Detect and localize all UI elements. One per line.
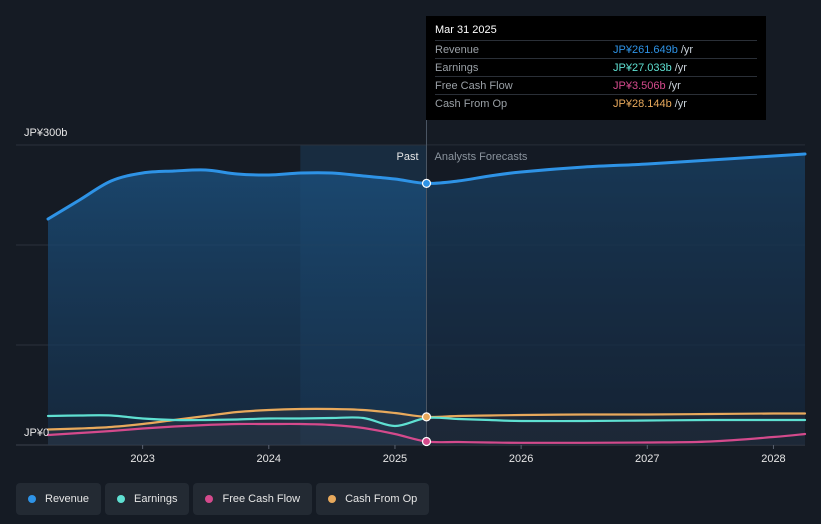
x-tick-label: 2028: [761, 453, 785, 465]
tooltip-row: Revenue JP¥261.649b/yr: [435, 40, 757, 58]
tooltip: Mar 31 2025 Revenue JP¥261.649b/yr Earning…: [426, 16, 766, 120]
tooltip-row-label: Earnings: [435, 61, 479, 74]
marker-layer: [421, 178, 432, 447]
past-label: Past: [396, 151, 418, 163]
tooltip-row-label: Cash From Op: [435, 97, 508, 110]
legend-dot-icon: [205, 495, 214, 503]
revenue-marker: [421, 178, 432, 188]
tooltip-row-unit: /yr: [680, 43, 694, 56]
tooltip-rows: Revenue JP¥261.649b/yr Earnings JP¥27.033b /…: [435, 40, 757, 112]
x-axis-ticks: 2023 2024 2025 2026 2027 2028: [130, 445, 786, 465]
tooltip-row-unit: /yr: [674, 97, 687, 110]
legend-dot-icon: [328, 495, 337, 503]
legend-dot-icon: [117, 495, 126, 503]
revenue-line: [46, 152, 807, 221]
legend: Revenue Earnings Free Cash Flow Cash From O…: [16, 483, 430, 515]
tooltip-row-value: JP¥27.033b: [613, 61, 672, 74]
tooltip-row-value: JP¥261.649b: [613, 43, 678, 56]
legend-item-revenue[interactable]: Revenue: [16, 483, 102, 515]
forecast-label: Analysts Forecasts: [435, 151, 528, 163]
tooltip-row-value: JP¥28.144b: [613, 97, 672, 110]
tooltip-row-unit: /yr: [668, 79, 681, 92]
earnings-line: [46, 414, 807, 428]
tooltip-date: Mar 31 2025: [435, 24, 497, 36]
cash-from-op-marker: [421, 412, 432, 422]
free-cash-flow-marker: [421, 436, 432, 447]
tooltip-row: Cash From Op JP¥28.144b/yr: [435, 94, 757, 112]
x-tick-label: 2026: [509, 453, 533, 465]
legend-dot-icon: [28, 495, 36, 503]
free-cash-flow-line: [46, 422, 807, 444]
legend-label: Free Cash Flow: [222, 493, 301, 505]
series-layer: [46, 152, 807, 444]
tooltip-row: Earnings JP¥27.033b/yr: [435, 58, 757, 76]
legend-item-cash-from-op[interactable]: Cash From Op: [316, 483, 430, 515]
x-tick-label: 2027: [635, 453, 659, 465]
cash-from-op-line: [46, 407, 807, 431]
legend-label: Revenue: [45, 493, 90, 505]
forecast-shade: [426, 145, 805, 445]
y-axis-bottom-label: JP¥0: [24, 427, 49, 439]
tooltip-row: Free Cash Flow JP¥3.506b/yr: [435, 76, 757, 94]
legend-label: Cash From Op: [345, 493, 418, 505]
legend-item-earnings[interactable]: Earnings: [105, 483, 190, 515]
tooltip-row-label: Free Cash Flow: [435, 79, 513, 92]
legend-label: Earnings: [134, 493, 178, 505]
tooltip-row-unit: /yr: [674, 61, 687, 74]
tooltip-row-value: JP¥3.506b: [613, 79, 666, 92]
x-tick-label: 2024: [257, 453, 281, 465]
y-axis-top-label: JP¥300b: [24, 127, 67, 139]
tooltip-row-label: Revenue: [435, 43, 480, 56]
x-tick-label: 2025: [383, 453, 407, 465]
x-tick-label: 2023: [130, 453, 154, 465]
legend-item-free-cash-flow[interactable]: Free Cash Flow: [193, 483, 313, 515]
